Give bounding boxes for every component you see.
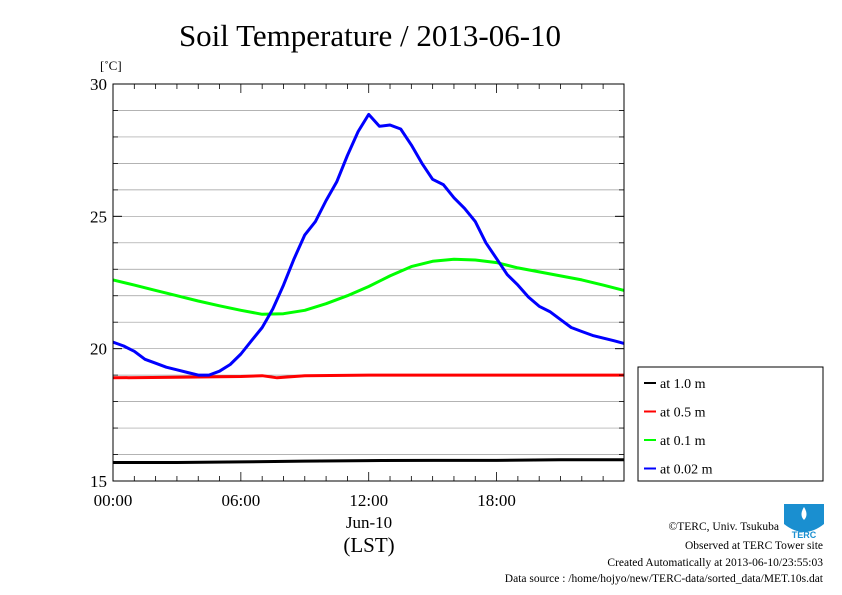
axis-ticks: 15 20 25 30 00:00 06:00 12:00 18:00 [90,75,624,510]
series-line [112,257,625,316]
y-tick-label: 25 [90,207,107,226]
legend-label: at 0.02 m [660,463,713,478]
series-line [112,373,624,380]
x-tick-label: 00:00 [94,491,133,510]
series-line [112,112,625,377]
x-zone-label: (LST) [343,533,394,557]
legend-label: at 0.1 m [660,434,706,449]
series-line [113,458,624,464]
y-tick-label: 20 [90,340,107,359]
legend-box [637,366,824,482]
plot-frame [112,83,625,482]
credit-created: Created Automatically at 2013-06-10/23:5… [607,557,823,569]
credit-source: Data source : /home/hojyo/new/TERC-data/… [505,573,824,585]
terc-logo: TERC [784,504,824,540]
logo-text: TERC [792,530,817,540]
x-date-label: Jun-10 [346,513,392,532]
y-tick-label: 30 [90,75,107,94]
y-unit-label: [˚C] [100,58,122,73]
legend-label: at 0.5 m [660,406,706,421]
credit-observed: Observed at TERC Tower site [685,540,823,552]
legend-label: at 1.0 m [660,377,706,392]
logo-drop-shape [801,507,807,520]
x-tick-label: 18:00 [477,491,516,510]
credit-copyright: ©TERC, Univ. Tsukuba [669,521,779,533]
chart-title: Soil Temperature / 2013-06-10 [179,18,561,53]
legend: at 1.0 m at 0.5 m at 0.1 m at 0.02 m [644,377,713,478]
y-tick-label: 15 [90,472,107,491]
grid-lines [113,110,624,455]
x-tick-label: 06:00 [221,491,260,510]
x-tick-label: 12:00 [349,491,388,510]
series-lines [112,112,625,464]
